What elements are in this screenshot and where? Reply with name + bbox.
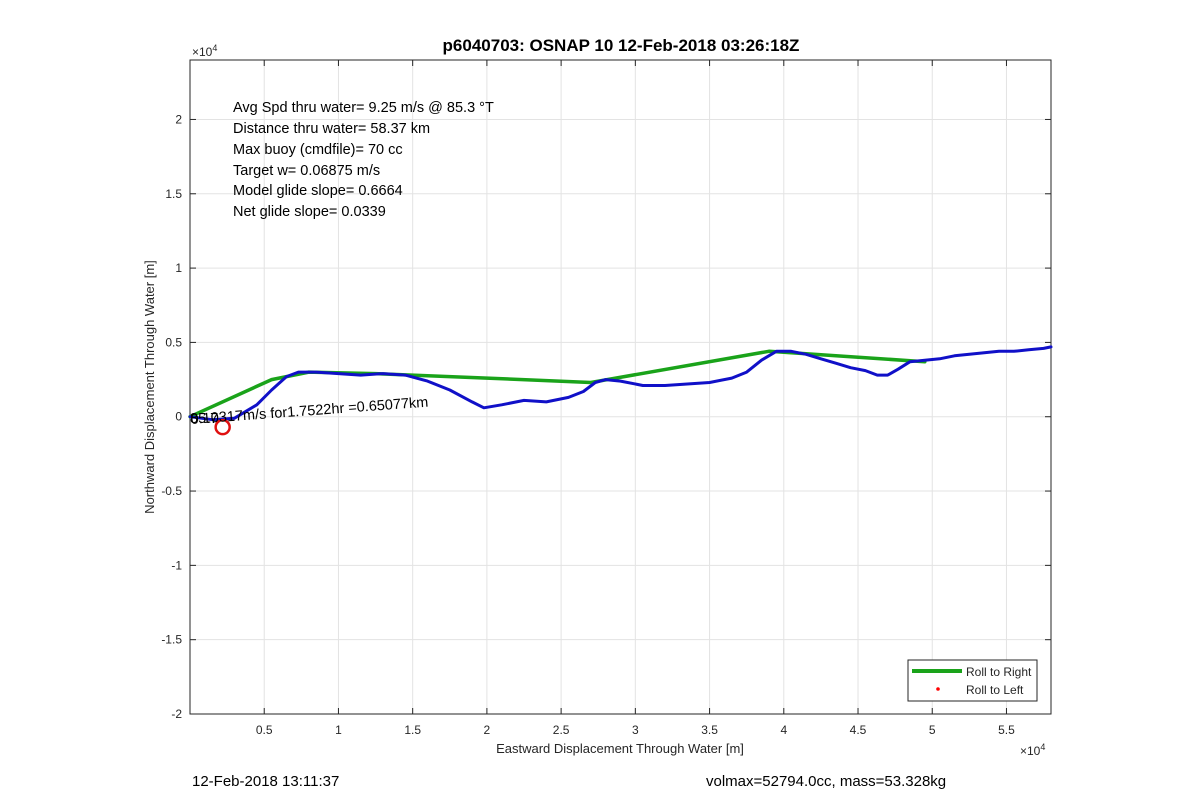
grid bbox=[190, 60, 1051, 715]
x-tick-label: 4.5 bbox=[850, 723, 867, 737]
legend-label-roll-left: Roll to Left bbox=[966, 683, 1024, 697]
legend: Roll to Right Roll to Left bbox=[907, 659, 1038, 702]
y-axis-label: Northward Displacement Through Water [m] bbox=[142, 260, 157, 514]
y-tick-label: -2 bbox=[171, 707, 182, 721]
x-tick-label: 4 bbox=[780, 723, 787, 737]
chart-title: p6040703: OSNAP 10 12-Feb-2018 03:26:18Z bbox=[443, 36, 800, 55]
x-tick-label: 3.5 bbox=[701, 723, 718, 737]
annotation-net-glide: Net glide slope= 0.0339 bbox=[233, 204, 386, 220]
footer-mass-info: volmax=52794.0cc, mass=53.328kg bbox=[706, 773, 947, 790]
annotation-avg-speed: Avg Spd thru water= 9.25 m/s @ 85.3 °T bbox=[233, 100, 494, 116]
series-line-trajectory bbox=[188, 345, 1053, 422]
x-tick-label: 3 bbox=[632, 723, 639, 737]
legend-swatch-roll-left bbox=[936, 687, 940, 691]
annotation-distance: Distance thru water= 58.37 km bbox=[233, 121, 430, 137]
plot-area bbox=[189, 59, 1052, 715]
x-tick-label: 1 bbox=[335, 723, 342, 737]
y-tick-label: -0.5 bbox=[161, 484, 182, 498]
x-tick-label: 5 bbox=[929, 723, 936, 737]
legend-box bbox=[907, 659, 1038, 702]
y-tick-label: 1 bbox=[175, 261, 182, 275]
series-lines bbox=[188, 345, 1053, 436]
y-multiplier: ×104 bbox=[192, 43, 217, 59]
series-line-roll-to-right bbox=[188, 349, 927, 419]
stats-annotations: Avg Spd thru water= 9.25 m/s @ 85.3 °T D… bbox=[233, 100, 494, 220]
y-tick-label: -1 bbox=[171, 558, 182, 572]
x-tick-label: 2.5 bbox=[553, 723, 570, 737]
x-tick-label: 2 bbox=[484, 723, 491, 737]
x-tick-label: 1.5 bbox=[404, 723, 421, 737]
legend-label-roll-right: Roll to Right bbox=[966, 665, 1032, 679]
annotation-target-w: Target w= 0.06875 m/s bbox=[233, 163, 380, 179]
footer-datetime: 12-Feb-2018 13:11:37 bbox=[192, 773, 340, 790]
x-axis-label: Eastward Displacement Through Water [m] bbox=[496, 741, 744, 756]
annotation-model-glide: Model glide slope= 0.6664 bbox=[233, 183, 403, 199]
x-multiplier: ×104 bbox=[1020, 742, 1045, 758]
overlap-label: 85.7 bbox=[190, 411, 218, 427]
x-tick-label: 0.5 bbox=[256, 723, 273, 737]
annotation-max-buoy: Max buoy (cmdfile)= 70 cc bbox=[233, 142, 403, 158]
x-tick-label: 5.5 bbox=[998, 723, 1015, 737]
y-tick-label: -1.5 bbox=[161, 633, 182, 647]
axis-ticks: 0.5 1 1.5 2 2.5 3 3.5 4 4.5 5 5.5 -2 -1.5 -1 -0.5 0 0.5 1… bbox=[161, 60, 1051, 737]
y-tick-label: 0 bbox=[175, 410, 182, 424]
y-tick-label: 0.5 bbox=[165, 335, 182, 349]
y-tick-label: 2 bbox=[175, 112, 182, 126]
start-marker-circle bbox=[214, 418, 231, 436]
y-tick-label: 1.5 bbox=[165, 187, 182, 201]
